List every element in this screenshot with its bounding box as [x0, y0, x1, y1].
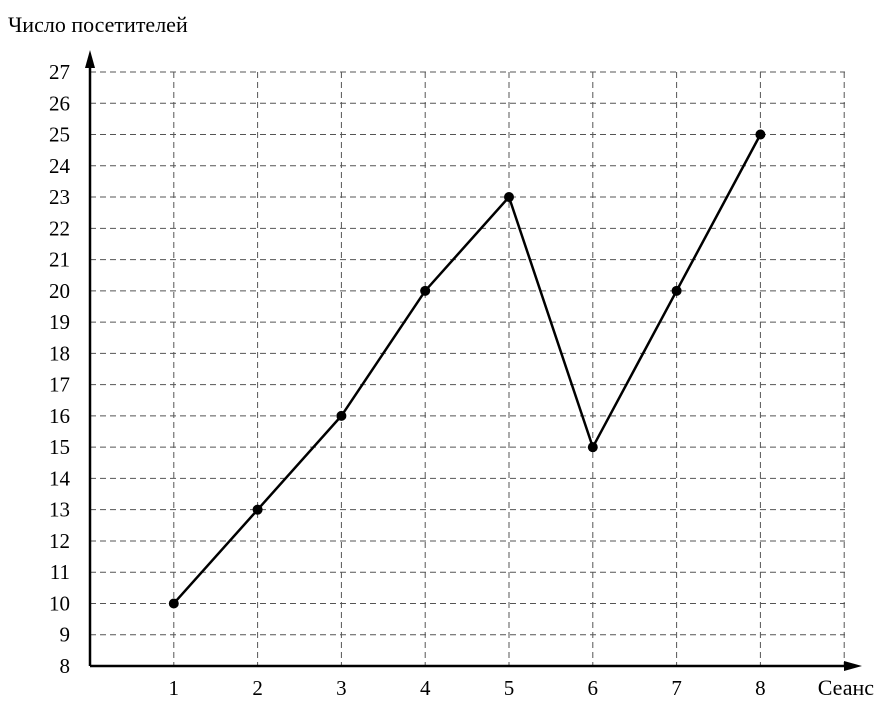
y-tick-labels: 8 9 10 11 12 13 14 15 16 17 18 19 20 21 22 23 24 25 26 27: [49, 60, 71, 678]
y-tick-label: 13: [49, 498, 70, 522]
x-axis-arrow: [844, 661, 862, 671]
x-axis-title: Сеанс: [818, 675, 875, 700]
data-point: [420, 285, 431, 296]
y-tick-label: 22: [49, 216, 70, 240]
y-tick-label: 11: [50, 560, 70, 584]
x-tick-label: 7: [671, 676, 682, 700]
y-tick-label: 8: [60, 654, 71, 678]
y-tick-label: 21: [49, 248, 70, 272]
x-tick-label: 1: [169, 676, 180, 700]
y-tick-label: 15: [49, 435, 70, 459]
y-tick-label: 23: [49, 185, 70, 209]
y-tick-label: 14: [49, 466, 71, 490]
data-point: [504, 192, 514, 203]
x-tick-label: 6: [588, 676, 599, 700]
y-tick-label: 18: [49, 341, 70, 365]
y-tick-label: 20: [49, 279, 70, 303]
y-tick-label: 26: [49, 91, 70, 115]
data-point: [168, 598, 179, 609]
x-tick-labels: 1 2 3 4 5 6 7 8: [169, 676, 766, 700]
y-tick-label: 10: [49, 591, 70, 615]
axes: [85, 50, 862, 671]
data-point: [587, 442, 598, 453]
y-tick-label: 9: [60, 623, 71, 647]
data-point: [671, 285, 682, 296]
data-point: [336, 410, 347, 421]
y-tick-label: 27: [49, 60, 70, 84]
y-tick-label: 12: [49, 529, 70, 553]
grid: [90, 71, 845, 666]
x-tick-label: 3: [336, 676, 347, 700]
x-tick-label: 5: [504, 676, 515, 700]
data-point: [755, 129, 766, 140]
x-tick-label: 4: [420, 676, 431, 700]
y-tick-label: 25: [49, 123, 70, 147]
x-tick-label: 2: [252, 676, 263, 700]
y-axis-arrow: [85, 50, 95, 68]
y-tick-label: 16: [49, 404, 70, 428]
y-tick-label: 24: [49, 154, 71, 178]
data-point: [252, 504, 263, 515]
y-tick-label: 19: [49, 310, 70, 334]
y-tick-label: 17: [49, 373, 70, 397]
series: [168, 129, 766, 609]
x-tick-label: 8: [755, 676, 766, 700]
series-line: [172, 133, 762, 605]
y-axis-title: Число посетителей: [8, 12, 188, 37]
